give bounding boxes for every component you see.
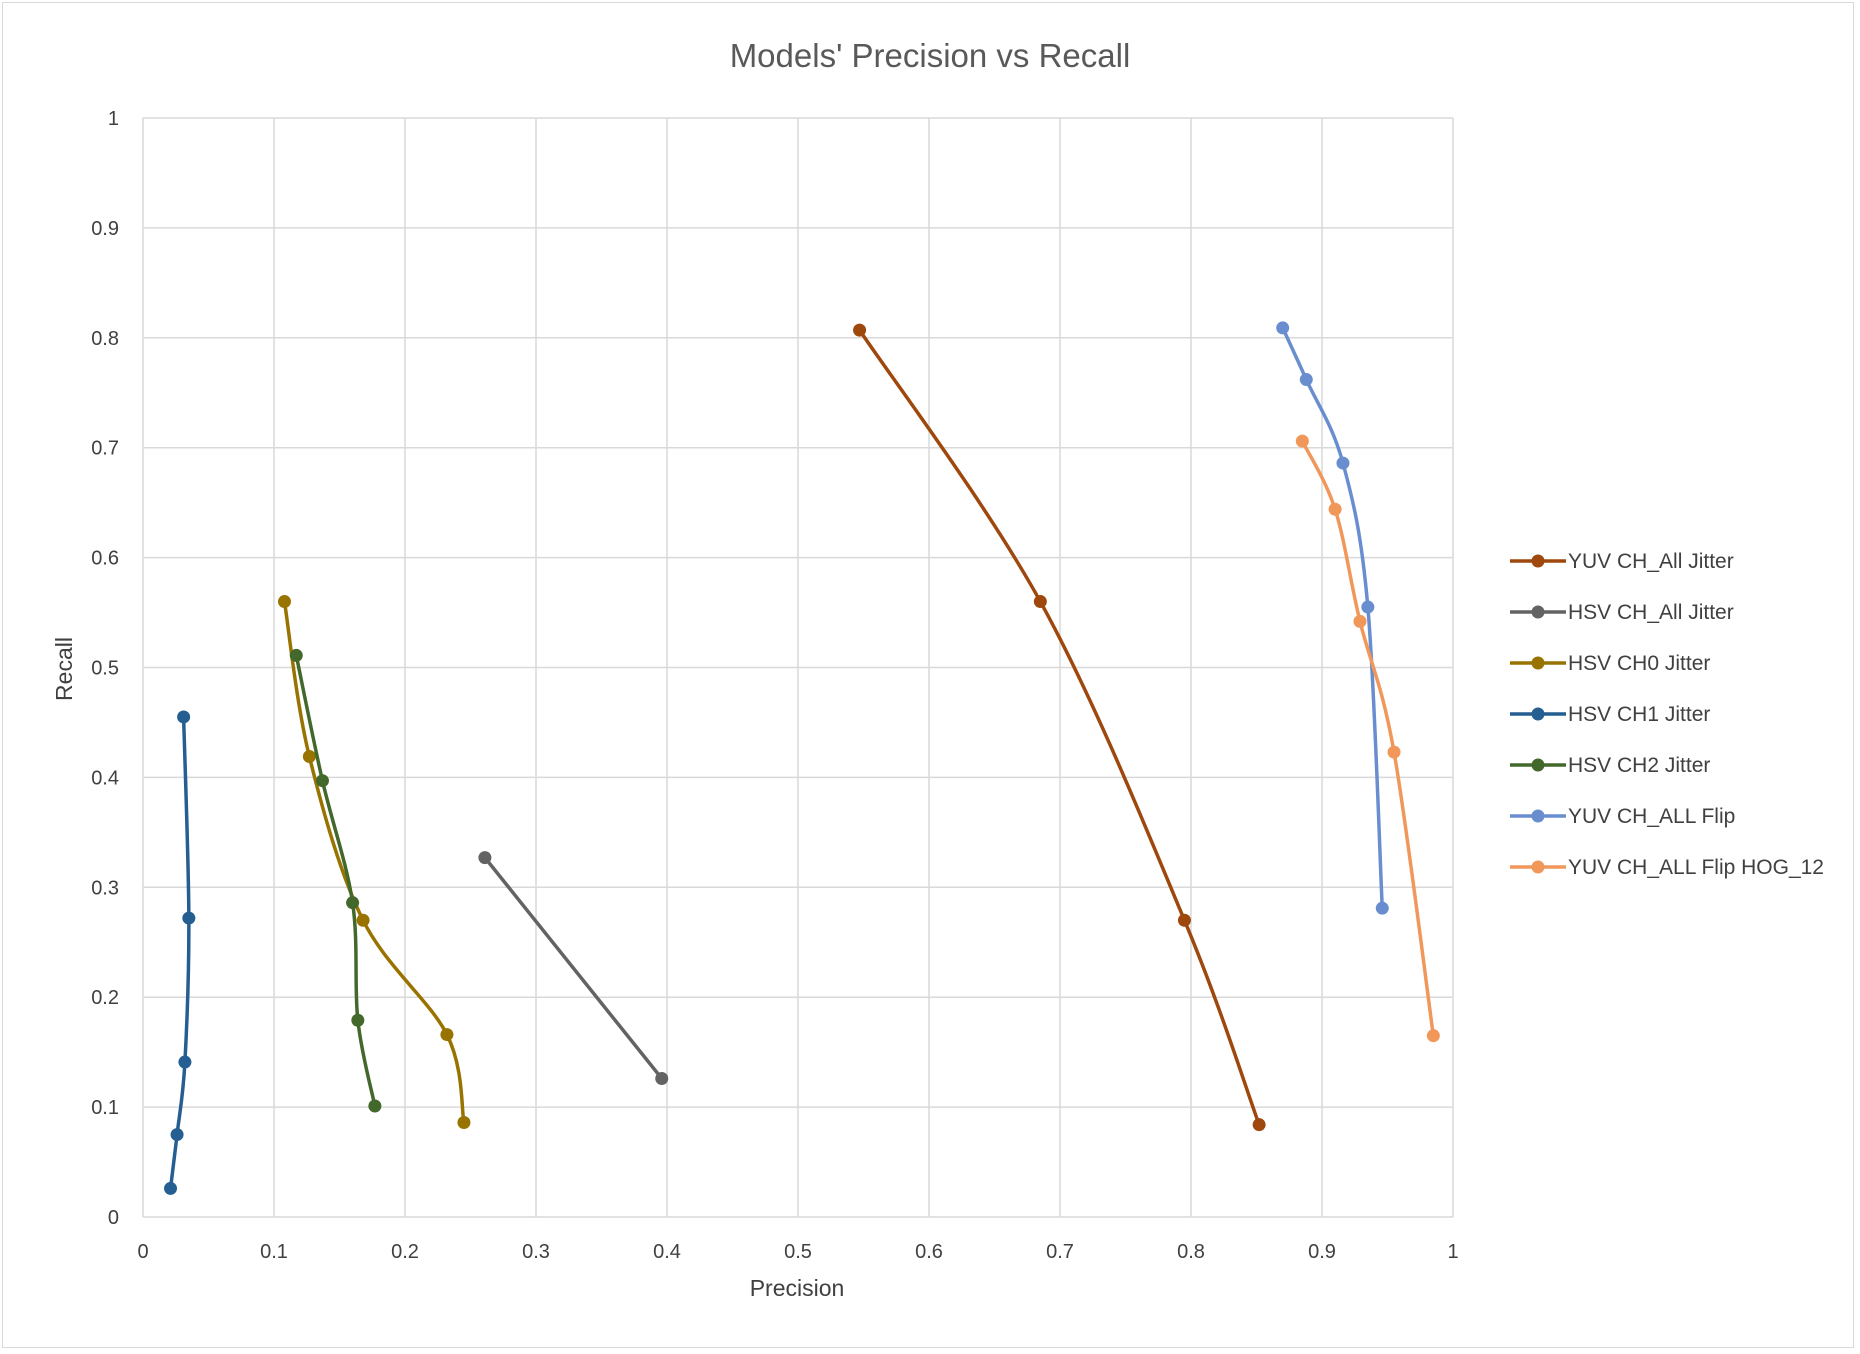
legend-item: HSV CH0 Jitter bbox=[1510, 652, 1710, 675]
data-point bbox=[478, 851, 492, 865]
data-point bbox=[277, 595, 291, 609]
legend-swatch-marker bbox=[1531, 809, 1545, 823]
legend-item: YUV CH_ALL Flip bbox=[1510, 805, 1735, 828]
y-tick-label: 0.8 bbox=[91, 328, 119, 350]
legend-swatch-marker bbox=[1531, 707, 1545, 721]
data-point bbox=[351, 1013, 365, 1027]
data-point bbox=[440, 1028, 454, 1042]
data-point bbox=[1295, 434, 1309, 448]
y-tick-label: 0.5 bbox=[91, 658, 119, 680]
x-tick-label: 0.4 bbox=[653, 1241, 681, 1263]
y-tick-label: 0.7 bbox=[91, 438, 119, 460]
series-6 bbox=[1295, 434, 1440, 1043]
x-axis-ticks: 0 0.1 0.2 0.3 0.4 0.5 0.6 0.7 0.8 0.9 1 bbox=[137, 1241, 1458, 1263]
y-tick-label: 0.3 bbox=[91, 877, 119, 899]
series-line bbox=[282, 599, 466, 1125]
data-point bbox=[457, 1115, 471, 1129]
series-line bbox=[483, 855, 664, 1081]
data-point bbox=[170, 1128, 184, 1142]
legend-label: HSV CH_All Jitter bbox=[1568, 601, 1734, 624]
data-point bbox=[302, 750, 316, 764]
data-point bbox=[315, 774, 329, 788]
legend-label: YUV CH_ALL Flip HOG_12 bbox=[1568, 856, 1824, 879]
series-4 bbox=[289, 648, 382, 1113]
data-point bbox=[1426, 1029, 1440, 1043]
legend-label: HSV CH1 Jitter bbox=[1568, 703, 1710, 726]
x-tick-label: 1 bbox=[1447, 1241, 1458, 1263]
y-axis-ticks: 0 0.1 0.2 0.3 0.4 0.5 0.6 0.7 0.8 0.9 1 bbox=[91, 108, 119, 1229]
series-line bbox=[168, 715, 191, 1191]
data-point bbox=[1387, 745, 1401, 759]
data-point bbox=[178, 1055, 192, 1069]
data-point bbox=[177, 710, 191, 724]
data-point bbox=[182, 911, 196, 925]
series-line bbox=[857, 328, 1261, 1127]
legend-label: YUV CH_ALL Flip bbox=[1568, 805, 1735, 828]
data-point bbox=[289, 648, 303, 662]
x-tick-label: 0 bbox=[137, 1241, 148, 1263]
series-5 bbox=[1276, 321, 1389, 915]
data-point bbox=[1033, 595, 1047, 609]
x-tick-label: 0.8 bbox=[1177, 1241, 1205, 1263]
series-3 bbox=[164, 710, 196, 1195]
data-point bbox=[1353, 614, 1367, 628]
legend-label: HSV CH0 Jitter bbox=[1568, 652, 1710, 675]
x-tick-label: 0.1 bbox=[260, 1241, 288, 1263]
data-point bbox=[1299, 373, 1313, 387]
data-point bbox=[356, 913, 370, 927]
data-point bbox=[346, 896, 360, 910]
data-point bbox=[655, 1072, 669, 1086]
data-point bbox=[1361, 600, 1375, 614]
data-point bbox=[1252, 1118, 1266, 1132]
series-2 bbox=[277, 595, 471, 1129]
legend-swatch-marker bbox=[1531, 554, 1545, 568]
legend-item: HSV CH1 Jitter bbox=[1510, 703, 1710, 726]
legend-item: YUV CH_ALL Flip HOG_12 bbox=[1510, 856, 1824, 879]
legend-swatch-marker bbox=[1531, 758, 1545, 772]
legend-item: HSV CH_All Jitter bbox=[1510, 601, 1734, 624]
data-point bbox=[1177, 913, 1191, 927]
legend: YUV CH_All Jitter HSV CH_All Jitter HSV CH… bbox=[1510, 550, 1824, 879]
y-tick-label: 0 bbox=[108, 1207, 119, 1229]
series-0 bbox=[853, 323, 1266, 1132]
legend-item: YUV CH_All Jitter bbox=[1510, 550, 1734, 573]
x-tick-label: 0.6 bbox=[915, 1241, 943, 1263]
legend-swatch-marker bbox=[1531, 605, 1545, 619]
chart-title: Models' Precision vs Recall bbox=[730, 37, 1131, 74]
data-point bbox=[1336, 456, 1350, 470]
series-group bbox=[164, 321, 1440, 1195]
legend-swatch-marker bbox=[1531, 860, 1545, 874]
y-tick-label: 1 bbox=[108, 108, 119, 130]
legend-swatch-marker bbox=[1531, 656, 1545, 670]
legend-item: HSV CH2 Jitter bbox=[1510, 754, 1710, 777]
y-tick-label: 0.1 bbox=[91, 1097, 119, 1119]
series-1 bbox=[478, 851, 669, 1086]
x-tick-label: 0.7 bbox=[1046, 1241, 1074, 1263]
data-point bbox=[164, 1181, 178, 1195]
series-line bbox=[1280, 326, 1385, 910]
y-axis-title: Recall bbox=[51, 637, 77, 701]
x-tick-label: 0.2 bbox=[391, 1241, 419, 1263]
data-point bbox=[853, 323, 867, 337]
x-axis-title: Precision bbox=[750, 1275, 845, 1301]
x-tick-label: 0.5 bbox=[784, 1241, 812, 1263]
x-tick-label: 0.9 bbox=[1308, 1241, 1336, 1263]
x-tick-label: 0.3 bbox=[522, 1241, 550, 1263]
legend-label: YUV CH_All Jitter bbox=[1568, 550, 1734, 573]
y-tick-label: 0.2 bbox=[91, 987, 119, 1009]
data-point bbox=[368, 1099, 382, 1113]
series-line bbox=[294, 653, 377, 1108]
y-tick-label: 0.6 bbox=[91, 548, 119, 570]
y-tick-label: 0.4 bbox=[91, 767, 119, 789]
data-point bbox=[1328, 502, 1342, 516]
y-tick-label: 0.9 bbox=[91, 218, 119, 240]
data-point bbox=[1375, 901, 1389, 915]
data-point bbox=[1276, 321, 1290, 335]
legend-label: HSV CH2 Jitter bbox=[1568, 754, 1710, 777]
gridlines bbox=[142, 117, 1454, 1218]
